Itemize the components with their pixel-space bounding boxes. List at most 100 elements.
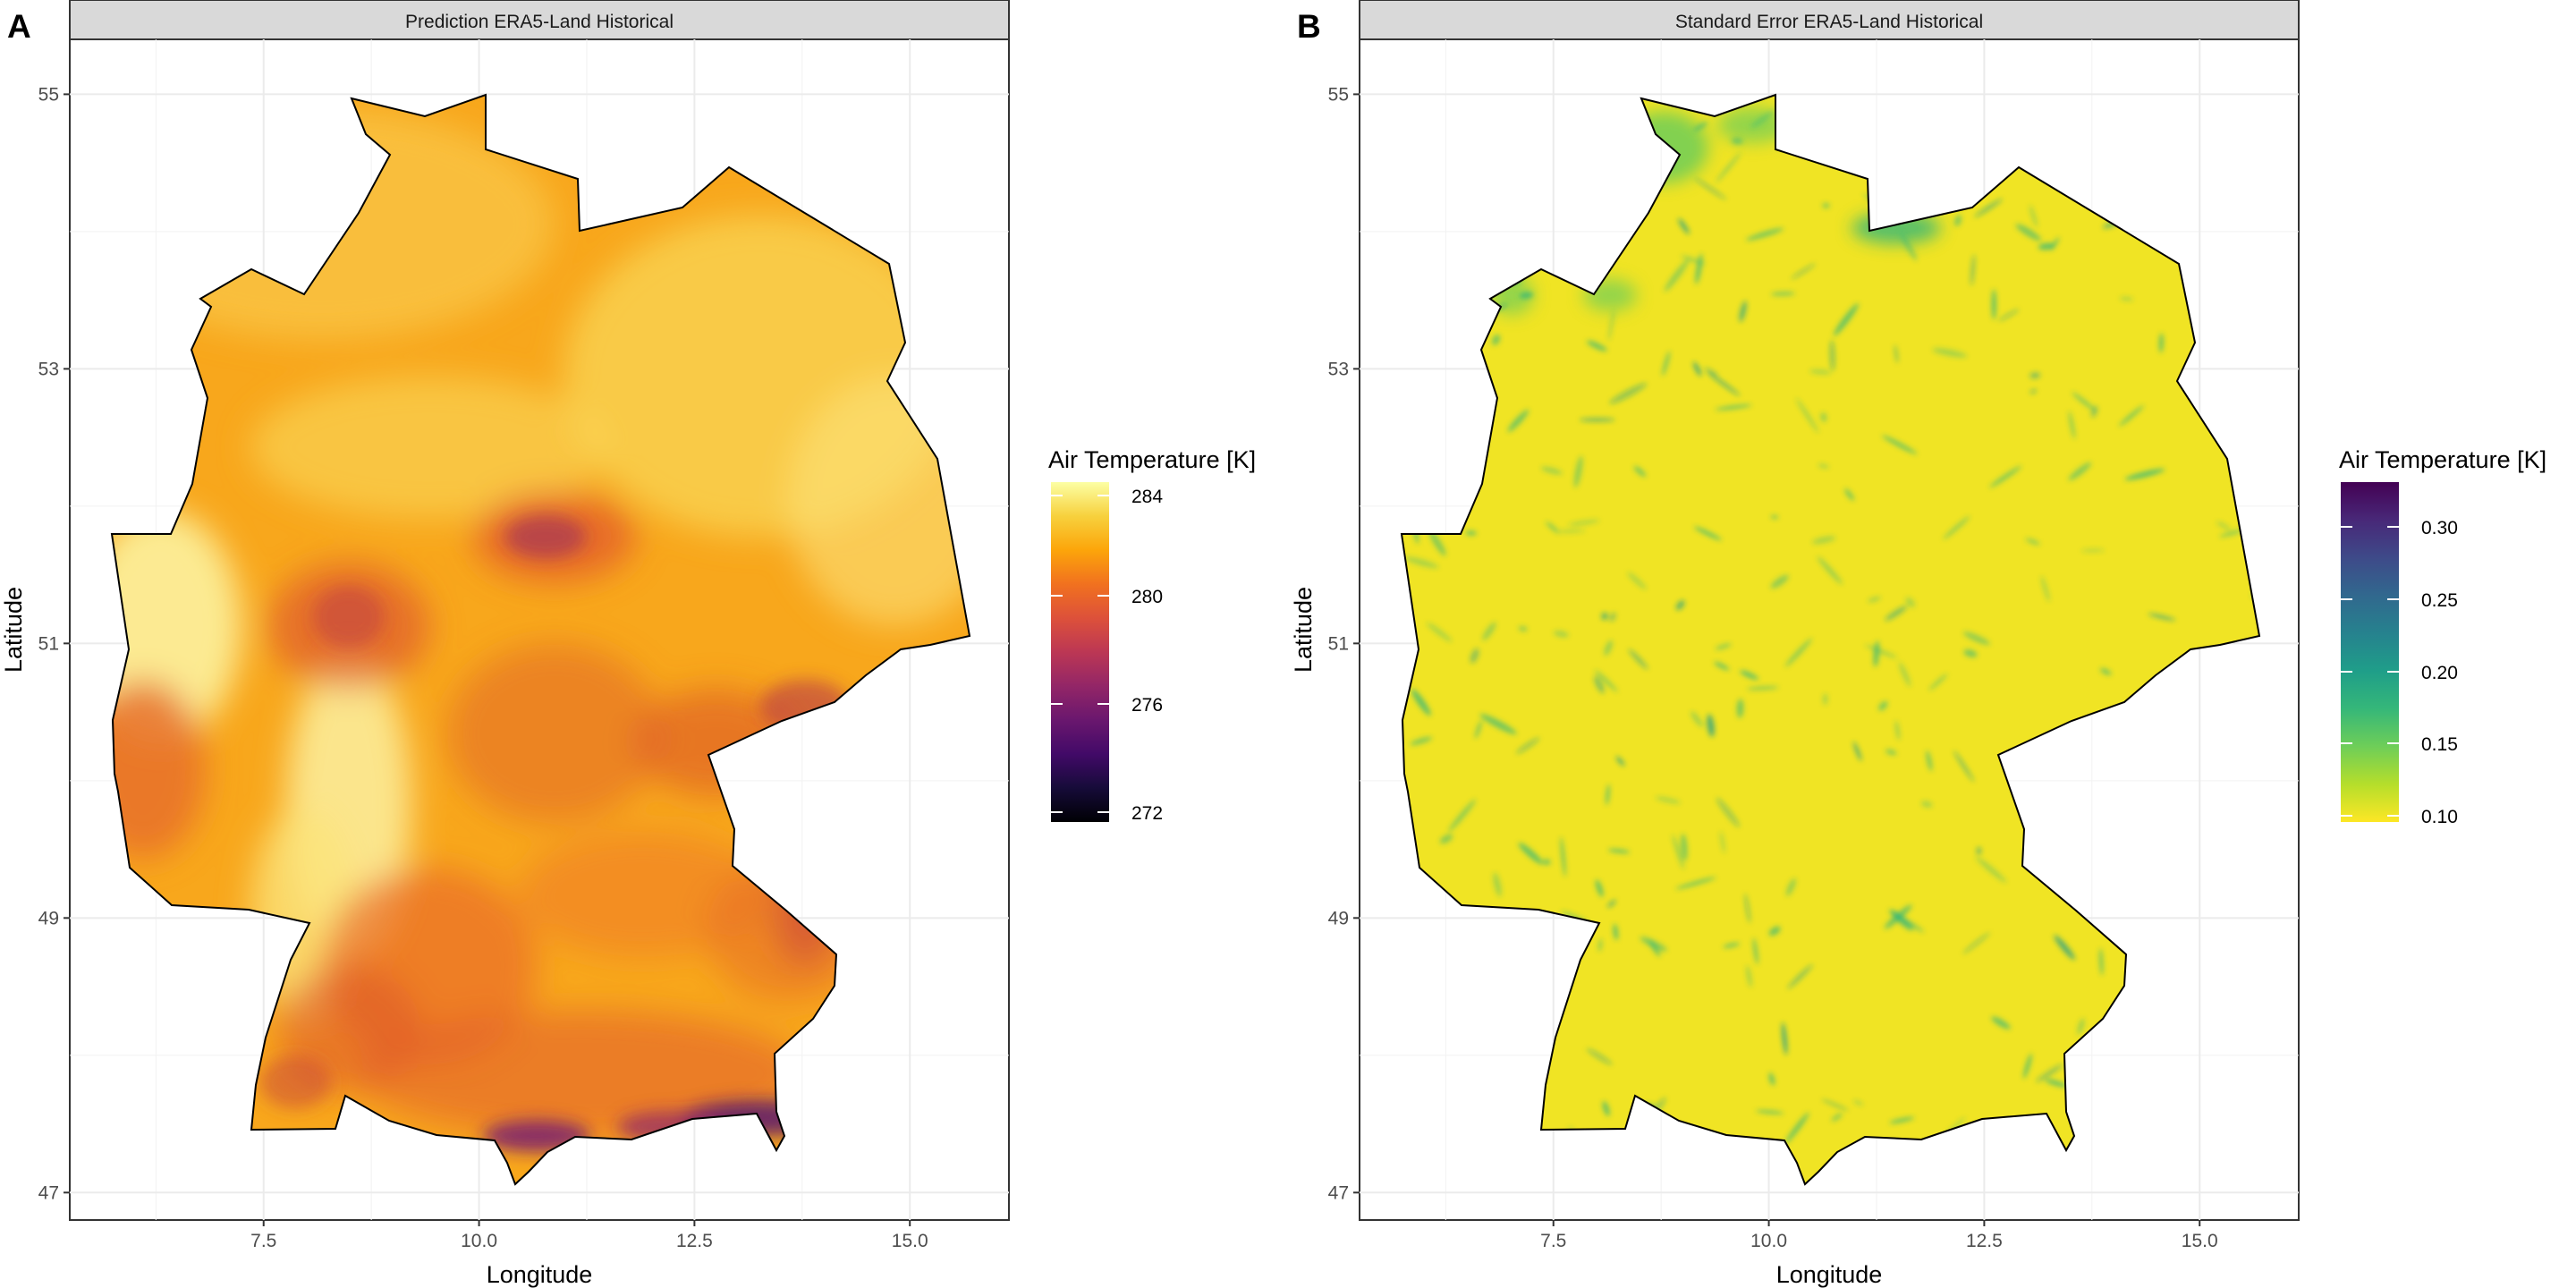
- y-tick-label: 49: [38, 908, 59, 928]
- strip-title-a: Prediction ERA5-Land Historical: [405, 12, 674, 32]
- y-tick-label: 55: [38, 84, 59, 105]
- panel-tag-b: B: [1297, 8, 1321, 45]
- error-speckle: [1411, 689, 1431, 716]
- error-speckle: [1768, 926, 1781, 936]
- strip-a: [69, 0, 1010, 40]
- error-speckle: [1678, 218, 1690, 234]
- legend-label: 0.25: [2421, 590, 2458, 611]
- error-speckle: [1672, 835, 1684, 870]
- y-ticks-b: 47 49 51 53 55: [1328, 84, 1360, 1203]
- error-speckle: [1707, 371, 1741, 396]
- legend-colorbar-a: [1051, 482, 1109, 822]
- error-speckle: [1546, 521, 1559, 533]
- error-speckle: [1739, 301, 1748, 323]
- error-speckle: [1519, 292, 1534, 300]
- panel-b: B Standard Error ERA5-Land Historical 7.…: [1290, 0, 2546, 1288]
- error-speckle: [2072, 392, 2097, 412]
- error-speckle: [1715, 643, 1732, 650]
- error-speckle: [1482, 622, 1496, 641]
- y-tick-label: 53: [38, 359, 59, 379]
- error-speckle: [1695, 253, 1703, 284]
- error-speckle: [1921, 801, 1933, 808]
- error-speckle: [1595, 879, 1604, 897]
- y-axis-title-a: Latitude: [0, 587, 27, 673]
- error-speckle: [2099, 668, 2112, 675]
- error-speckle: [1595, 670, 1618, 692]
- error-speckle: [1868, 597, 1881, 602]
- error-speckle: [1834, 303, 1859, 336]
- error-speckle: [1613, 923, 1619, 941]
- error-speckle: [1540, 466, 1563, 475]
- x-tick-label: 12.5: [676, 1231, 713, 1251]
- error-speckle: [1943, 516, 1970, 539]
- error-speckle: [1692, 361, 1702, 377]
- error-speckle: [1690, 711, 1704, 728]
- error-speckle: [1989, 465, 2022, 488]
- error-speckle: [1770, 515, 1779, 519]
- error-speckle: [1604, 640, 1613, 657]
- panel-tag-a: A: [7, 8, 31, 45]
- error-speckle: [1609, 383, 1648, 404]
- error-speckle: [2068, 462, 2092, 481]
- legend-a: Air Temperature [K] 284 280 276 272: [1048, 446, 1256, 824]
- error-speckle: [1516, 737, 1540, 754]
- error-speckle: [1991, 1016, 2011, 1030]
- error-speckle: [1746, 965, 1752, 987]
- error-speckle: [1716, 797, 1741, 827]
- error-speckle: [1554, 631, 1569, 638]
- error-speckle: [1448, 799, 1477, 833]
- error-speckle: [2050, 237, 2060, 250]
- error-speckle: [1615, 756, 1625, 767]
- error-speckle: [1822, 203, 1830, 208]
- error-speckle: [1573, 455, 1583, 488]
- error-speckle: [1881, 435, 1918, 454]
- error-speckle: [2041, 575, 2050, 602]
- error-speckle: [1493, 872, 1502, 897]
- error-speckle: [1602, 1101, 1610, 1116]
- error-speckle: [1556, 530, 1586, 533]
- error-speckle: [1884, 904, 1912, 929]
- error-speckle: [1439, 834, 1453, 844]
- error-speckle: [1675, 599, 1685, 611]
- legend-label: 272: [1131, 803, 1163, 824]
- error-speckle: [2090, 405, 2098, 418]
- error-speckle: [1681, 834, 1688, 861]
- error-speckle: [1787, 964, 1813, 989]
- legend-label: 0.15: [2421, 734, 2458, 755]
- y-axis-title-b: Latitude: [1290, 587, 1317, 673]
- error-speckle: [1479, 714, 1517, 735]
- germany-outline-a: [110, 93, 971, 1186]
- error-speckle: [2038, 242, 2055, 250]
- error-speckle: [1878, 700, 1888, 711]
- error-speckle: [1731, 138, 1743, 145]
- error-speckle: [1932, 348, 1968, 358]
- error-speckle: [1601, 612, 1608, 621]
- error-speckle: [1782, 1021, 1788, 1055]
- error-speckle: [1756, 1110, 1784, 1114]
- error-speckle: [1784, 1112, 1809, 1144]
- legend-colorbar-b: [2341, 482, 2399, 822]
- error-speckle: [1770, 292, 1795, 296]
- y-tick-label: 51: [38, 633, 59, 654]
- error-speckle: [2029, 389, 2038, 394]
- error-speckle: [1899, 662, 1911, 687]
- error-speckle: [1998, 309, 2020, 322]
- error-speckle: [1716, 152, 1741, 183]
- y-tick-label: 47: [38, 1182, 59, 1203]
- error-speckle: [1894, 344, 1899, 363]
- error-speckle: [2023, 1053, 2032, 1080]
- error-speckle: [1885, 749, 1897, 756]
- error-speckle: [1656, 796, 1681, 804]
- error-speckle: [1586, 340, 1607, 352]
- error-speckle: [1844, 488, 1854, 501]
- error-speckle: [1852, 741, 1862, 761]
- error-speckle: [1791, 263, 1816, 279]
- error-speckle: [1675, 877, 1716, 890]
- error-speckle: [1627, 572, 1647, 589]
- legend-label: 284: [1131, 487, 1163, 507]
- error-speckle: [1889, 1116, 1915, 1123]
- error-speckle: [2119, 405, 2144, 427]
- error-speckle: [2219, 530, 2244, 538]
- x-axis-title-a: Longitude: [487, 1261, 593, 1288]
- y-tick-label: 55: [1328, 84, 1349, 105]
